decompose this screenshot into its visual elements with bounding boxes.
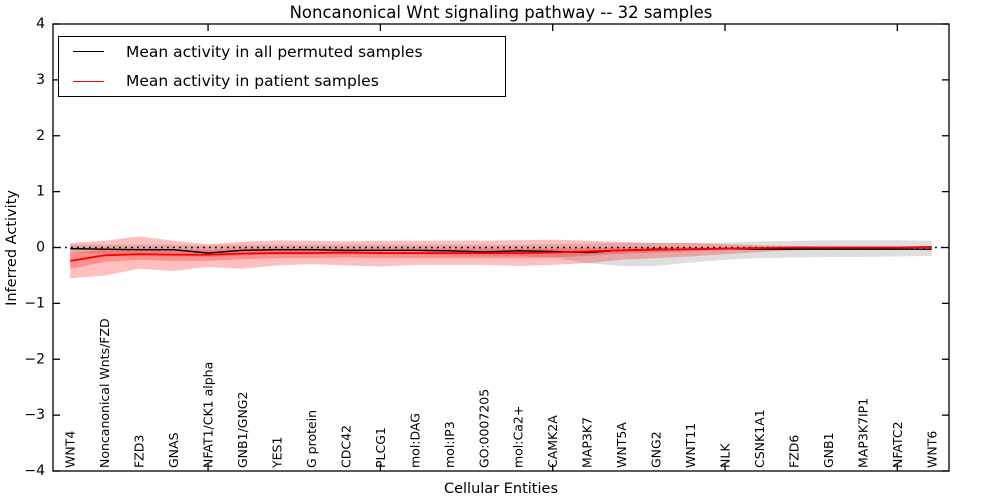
category-label-gnb1: GNB1 (821, 432, 836, 468)
category-label-wnt4: WNT4 (63, 431, 78, 468)
y-tick-label: 2 (36, 128, 45, 144)
category-label-gng2: GNG2 (649, 431, 664, 468)
chart-title: Noncanonical Wnt signaling pathway -- 32… (289, 3, 713, 22)
y-tick-label: −3 (24, 407, 45, 423)
category-label-map3k7ip1: MAP3K7IP1 (855, 398, 870, 468)
patient-line-swatch (73, 80, 104, 82)
category-label-mol-ca2: mol:Ca2+ (511, 406, 526, 468)
permuted-line-swatch (73, 51, 104, 53)
category-label-csnk1a1: CSNK1A1 (752, 409, 767, 468)
category-label-yes1: YES1 (270, 437, 285, 469)
category-label-camk2a: CAMK2A (545, 415, 560, 468)
category-label-g-protein: G protein (304, 410, 319, 468)
category-label-nlk: NLK (718, 443, 733, 468)
legend-entry-permuted: Mean activity in all permuted samples (59, 37, 505, 66)
category-label-go-0007205: GO:0007205 (476, 389, 491, 468)
category-label-fzd3: FZD3 (132, 435, 147, 468)
category-label-gnb1-gng2: GNB1/GNG2 (235, 392, 250, 468)
category-label-map3k7: MAP3K7 (580, 417, 595, 468)
legend-label-permuted: Mean activity in all permuted samples (126, 42, 423, 61)
y-tick-label: 1 (36, 184, 45, 200)
category-label-plcg1: PLCG1 (373, 427, 388, 468)
legend-box: Mean activity in all permuted samples Me… (58, 36, 506, 97)
category-label-wnt6: WNT6 (924, 431, 939, 468)
patient-samples-spread-outer-band (70, 236, 932, 279)
y-tick-label: −2 (24, 351, 45, 367)
category-label-mol-ip3: mol:IP3 (442, 421, 457, 468)
category-label-wnt11: WNT11 (683, 423, 698, 468)
y-tick-label: 0 (36, 240, 45, 256)
legend-entry-patient: Mean activity in patient samples (59, 67, 505, 96)
category-label-noncanonical-wnts-fzd: Noncanonical Wnts/FZD (97, 318, 112, 468)
legend-label-patient: Mean activity in patient samples (126, 72, 379, 91)
y-tick-label: −1 (24, 295, 45, 311)
category-label-mol-dag: mol:DAG (407, 413, 422, 468)
y-axis-label: Inferred Activity (4, 190, 20, 306)
category-label-gnas: GNAS (166, 432, 181, 468)
category-label-fzd6: FZD6 (786, 435, 801, 468)
x-axis-label: Cellular Entities (443, 481, 559, 497)
category-label-wnt5a: WNT5A (614, 422, 629, 468)
y-tick-label: −4 (24, 463, 45, 479)
category-label-cdc42: CDC42 (338, 425, 353, 468)
mean-activity-in-patient-samples-line (70, 246, 932, 262)
category-label-nfat1-ck1-alpha: NFAT1/CK1 alpha (201, 362, 216, 468)
category-label-nfatc2: NFATC2 (890, 421, 905, 468)
y-tick-label: 4 (36, 16, 45, 32)
patient-samples-spread-inner-band (70, 246, 932, 269)
y-tick-label: 3 (36, 72, 45, 88)
mean-activity-in-all-permuted-samples-line (70, 247, 932, 254)
